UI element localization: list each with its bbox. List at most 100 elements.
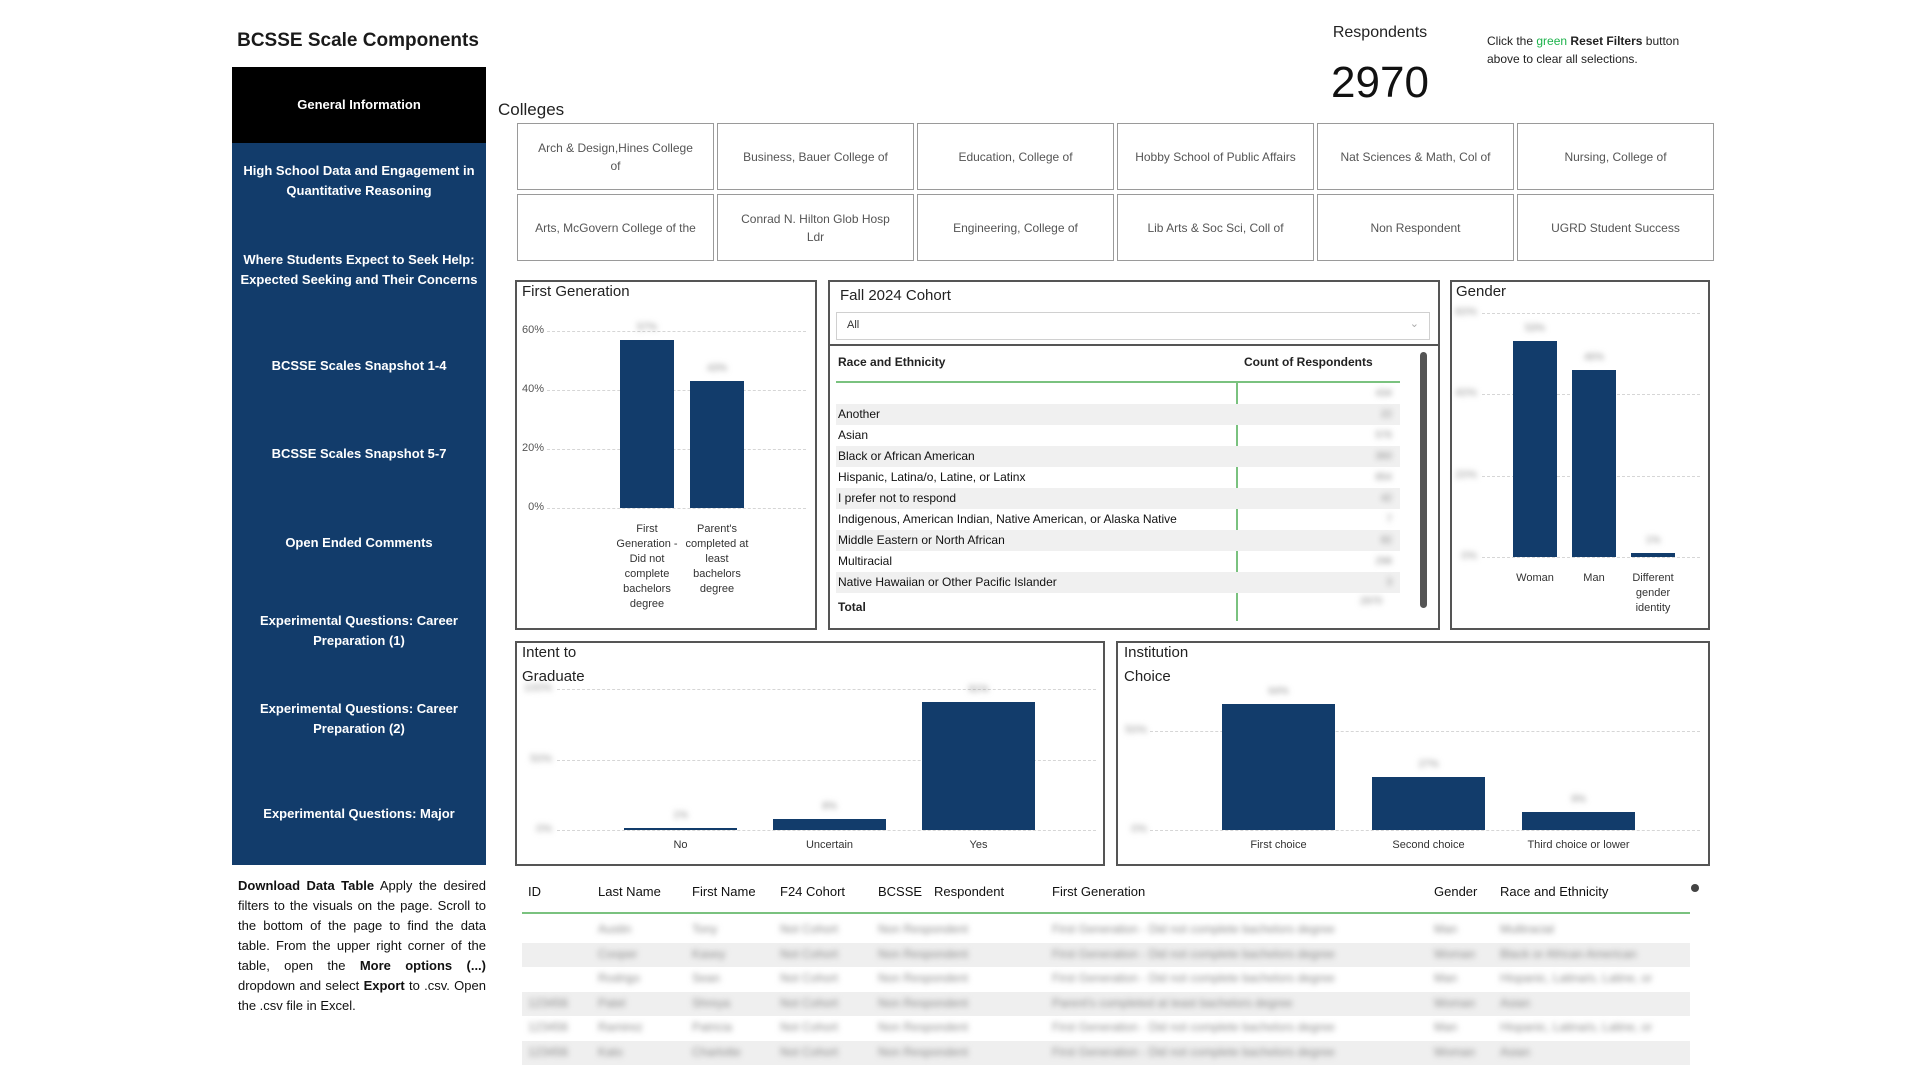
chart-bar[interactable]	[1572, 369, 1616, 557]
race-table-row[interactable]: Another 22	[836, 404, 1400, 425]
table-row[interactable]: 123456 Patel Shreya Not Cohort Non Responden…	[522, 991, 1690, 1016]
race-total-count: 2970	[1360, 596, 1383, 607]
table-column-header[interactable]: F24 Cohort	[780, 884, 846, 899]
nav-item[interactable]: BCSSE Scales Snapshot 5-7	[271, 446, 447, 461]
chart-bar[interactable]	[1372, 776, 1485, 830]
race-table-row[interactable]: Middle Eastern or North African 82	[836, 530, 1400, 551]
nav-item[interactable]: General Information	[232, 67, 486, 143]
table-column-header[interactable]: First Name	[692, 884, 756, 899]
table-row[interactable]: Austin Tony Not Cohort Non Respondent First …	[522, 918, 1690, 942]
table-cell: Asian	[1500, 995, 1531, 1010]
race-name: Another	[838, 407, 881, 421]
race-table-row[interactable]: 434	[836, 383, 1400, 404]
table-cell: Multiracial	[1500, 922, 1555, 936]
race-header-underline	[836, 381, 1400, 383]
y-axis-tick-label: 0%	[1131, 823, 1147, 835]
college-filter-button[interactable]: Education, College of	[917, 123, 1114, 190]
college-filter-button[interactable]: Hobby School of Public Affairs	[1117, 123, 1314, 190]
cohort-title: Fall 2024 Cohort	[840, 287, 951, 304]
first-generation-title: First Generation	[522, 283, 630, 300]
table-column-header[interactable]: Gender	[1434, 884, 1478, 899]
table-cell: Tony	[692, 922, 718, 936]
college-filter-button[interactable]: Arch & Design,Hines College of	[517, 123, 714, 190]
college-filter-button[interactable]: Nursing, College of	[1517, 123, 1714, 190]
table-cell: Non Respondent	[878, 1020, 969, 1034]
chart-bar[interactable]	[1522, 812, 1635, 830]
table-row[interactable]: Cooper Kasey Not Cohort Non Respondent First…	[522, 942, 1690, 967]
college-filter-button[interactable]: Lib Arts & Soc Sci, Coll of	[1117, 194, 1314, 261]
gridline	[557, 759, 1096, 761]
gender-title: Gender	[1456, 283, 1507, 300]
x-axis-category-label: First choice	[1250, 839, 1307, 851]
navigation-sidebar	[232, 67, 486, 865]
race-table-row[interactable]: Hispanic, Latina/o, Latine, or Latinx 854	[836, 467, 1400, 488]
college-filter-button[interactable]: Non Respondent	[1317, 194, 1514, 261]
table-cell: Cooper	[598, 946, 638, 961]
chart-bar[interactable]	[690, 381, 744, 508]
nav-item[interactable]: Experimental Questions: Career Preparati…	[260, 701, 458, 736]
table-row[interactable]: 123456 Kato Charlotte Not Cohort Non Respond…	[522, 1040, 1690, 1065]
page-title: BCSSE Scale Components	[237, 30, 479, 51]
race-table-row[interactable]: Multiracial 298	[836, 551, 1400, 572]
nav-item[interactable]: Experimental Questions: Career Preparati…	[260, 613, 458, 648]
table-column-header[interactable]: BCSSE	[878, 884, 923, 899]
download-instr-text-1: Apply the desired filters to the visuals…	[238, 878, 486, 973]
college-filter-button[interactable]: Nat Sciences & Math, Col of	[1317, 123, 1514, 190]
race-table-row[interactable]: Indigenous, American Indian, Native Amer…	[836, 509, 1400, 530]
college-filter-button[interactable]: UGRD Student Success	[1517, 194, 1714, 261]
table-cell: Woman	[1434, 946, 1476, 961]
table-cell: Kasey	[692, 946, 726, 961]
nav-item[interactable]: Where Students Expect to Seek Help: Expe…	[240, 252, 478, 287]
reset-filters-note: Click the green Reset Filters button abo…	[1487, 32, 1707, 68]
table-column-header[interactable]: Race and Ethnicity	[1500, 884, 1609, 899]
table-column-header[interactable]: First Generation	[1052, 884, 1146, 899]
table-column-header[interactable]: Last Name	[598, 884, 661, 899]
x-axis-category-label: Parent's completed at least bachelors de…	[685, 523, 749, 595]
cohort-dropdown[interactable]: All ⌄	[836, 312, 1430, 340]
table-cell: Man	[1434, 922, 1458, 936]
table-cell: Asian	[1500, 1044, 1531, 1059]
table-cell: Non Respondent	[878, 1044, 969, 1059]
college-filter-button[interactable]: Conrad N. Hilton Glob Hosp Ldr	[717, 194, 914, 261]
data-label: 53%	[1524, 323, 1545, 335]
x-axis-category-label: Uncertain	[805, 839, 854, 851]
table-column-header[interactable]: ID	[528, 884, 541, 899]
race-name: Black or African American	[838, 449, 975, 463]
chart-bar[interactable]	[1631, 552, 1675, 557]
more-options-dot-icon[interactable]	[1691, 884, 1699, 892]
table-row[interactable]: Rodrigo Sean Not Cohort Non Respondent First…	[522, 967, 1690, 991]
college-filter-button[interactable]: Engineering, College of	[917, 194, 1114, 261]
nav-item[interactable]: High School Data and Engagement in Quant…	[243, 162, 475, 198]
chart-bar[interactable]	[1222, 703, 1335, 830]
download-instr-title: Download Data Table	[238, 878, 375, 893]
y-axis-tick-label: 50%	[1124, 724, 1147, 737]
chart-bar[interactable]	[620, 339, 674, 508]
nav-item[interactable]: Experimental Questions: Major	[263, 806, 455, 821]
data-label: 43%	[706, 363, 727, 375]
chart-bar[interactable]	[922, 701, 1035, 830]
college-filter-button[interactable]: Arts, McGovern College of the	[517, 194, 714, 261]
y-axis-tick-label: 50%	[529, 752, 552, 765]
college-filter-button[interactable]: Business, Bauer College of	[717, 123, 914, 190]
table-cell: Sean	[692, 971, 721, 985]
race-table-scrollbar[interactable]	[1420, 352, 1427, 608]
race-table-row[interactable]: Native Hawaiian or Other Pacific Islande…	[836, 572, 1400, 593]
cohort-dropdown-value: All	[847, 319, 860, 331]
nav-item[interactable]: BCSSE Scales Snapshot 1-4	[271, 358, 447, 373]
race-table-row[interactable]: Black or African American 360	[836, 446, 1400, 467]
table-cell: Not Cohort	[780, 995, 839, 1010]
table-cell: Woman	[1434, 995, 1476, 1010]
gridline	[557, 830, 1096, 831]
chart-bar[interactable]	[624, 828, 737, 830]
y-axis-tick-label: 20%	[1454, 468, 1477, 481]
race-table-row[interactable]: Asian 576	[836, 425, 1400, 446]
y-axis-tick-label: 40%	[1454, 387, 1477, 400]
chart-bar[interactable]	[773, 818, 886, 830]
gridline	[547, 508, 806, 509]
nav-item[interactable]: Open Ended Comments	[285, 534, 433, 550]
race-name: Hispanic, Latina/o, Latine, or Latinx	[838, 470, 1026, 484]
table-row[interactable]: 123456 Ramirez Patricia Not Cohort Non Respo…	[522, 1016, 1690, 1040]
race-table-row[interactable]: I prefer not to respond 42	[836, 488, 1400, 509]
table-column-header[interactable]: Respondent	[934, 884, 1005, 899]
chart-bar[interactable]	[1513, 341, 1557, 557]
